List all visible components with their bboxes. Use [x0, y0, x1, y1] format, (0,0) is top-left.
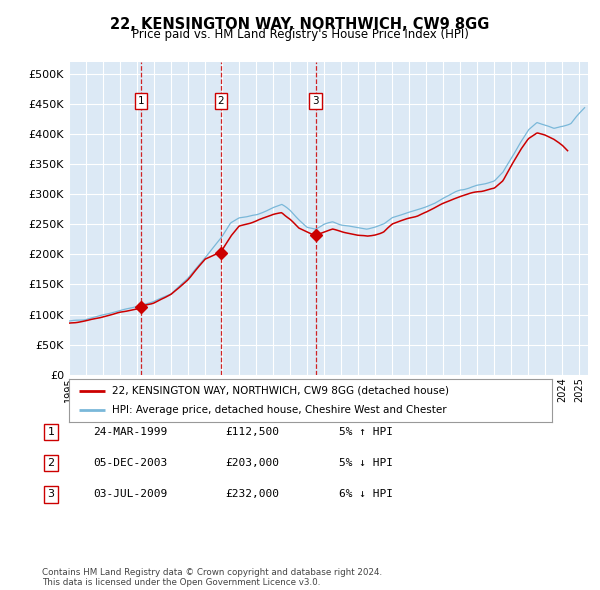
Text: 5% ↑ HPI: 5% ↑ HPI	[339, 427, 393, 437]
Text: £203,000: £203,000	[225, 458, 279, 468]
Text: 1: 1	[137, 96, 144, 106]
Text: 24-MAR-1999: 24-MAR-1999	[93, 427, 167, 437]
Text: 5% ↓ HPI: 5% ↓ HPI	[339, 458, 393, 468]
Text: 3: 3	[313, 96, 319, 106]
Text: 1: 1	[47, 427, 55, 437]
Text: HPI: Average price, detached house, Cheshire West and Chester: HPI: Average price, detached house, Ches…	[112, 405, 447, 415]
Text: Contains HM Land Registry data © Crown copyright and database right 2024.
This d: Contains HM Land Registry data © Crown c…	[42, 568, 382, 587]
Text: 3: 3	[47, 490, 55, 499]
Text: 22, KENSINGTON WAY, NORTHWICH, CW9 8GG: 22, KENSINGTON WAY, NORTHWICH, CW9 8GG	[110, 17, 490, 31]
Text: 05-DEC-2003: 05-DEC-2003	[93, 458, 167, 468]
Text: Price paid vs. HM Land Registry's House Price Index (HPI): Price paid vs. HM Land Registry's House …	[131, 28, 469, 41]
Text: £232,000: £232,000	[225, 490, 279, 499]
Text: 2: 2	[218, 96, 224, 106]
Text: 2: 2	[47, 458, 55, 468]
Text: 03-JUL-2009: 03-JUL-2009	[93, 490, 167, 499]
Text: 22, KENSINGTON WAY, NORTHWICH, CW9 8GG (detached house): 22, KENSINGTON WAY, NORTHWICH, CW9 8GG (…	[112, 386, 449, 396]
Text: £112,500: £112,500	[225, 427, 279, 437]
Text: 6% ↓ HPI: 6% ↓ HPI	[339, 490, 393, 499]
